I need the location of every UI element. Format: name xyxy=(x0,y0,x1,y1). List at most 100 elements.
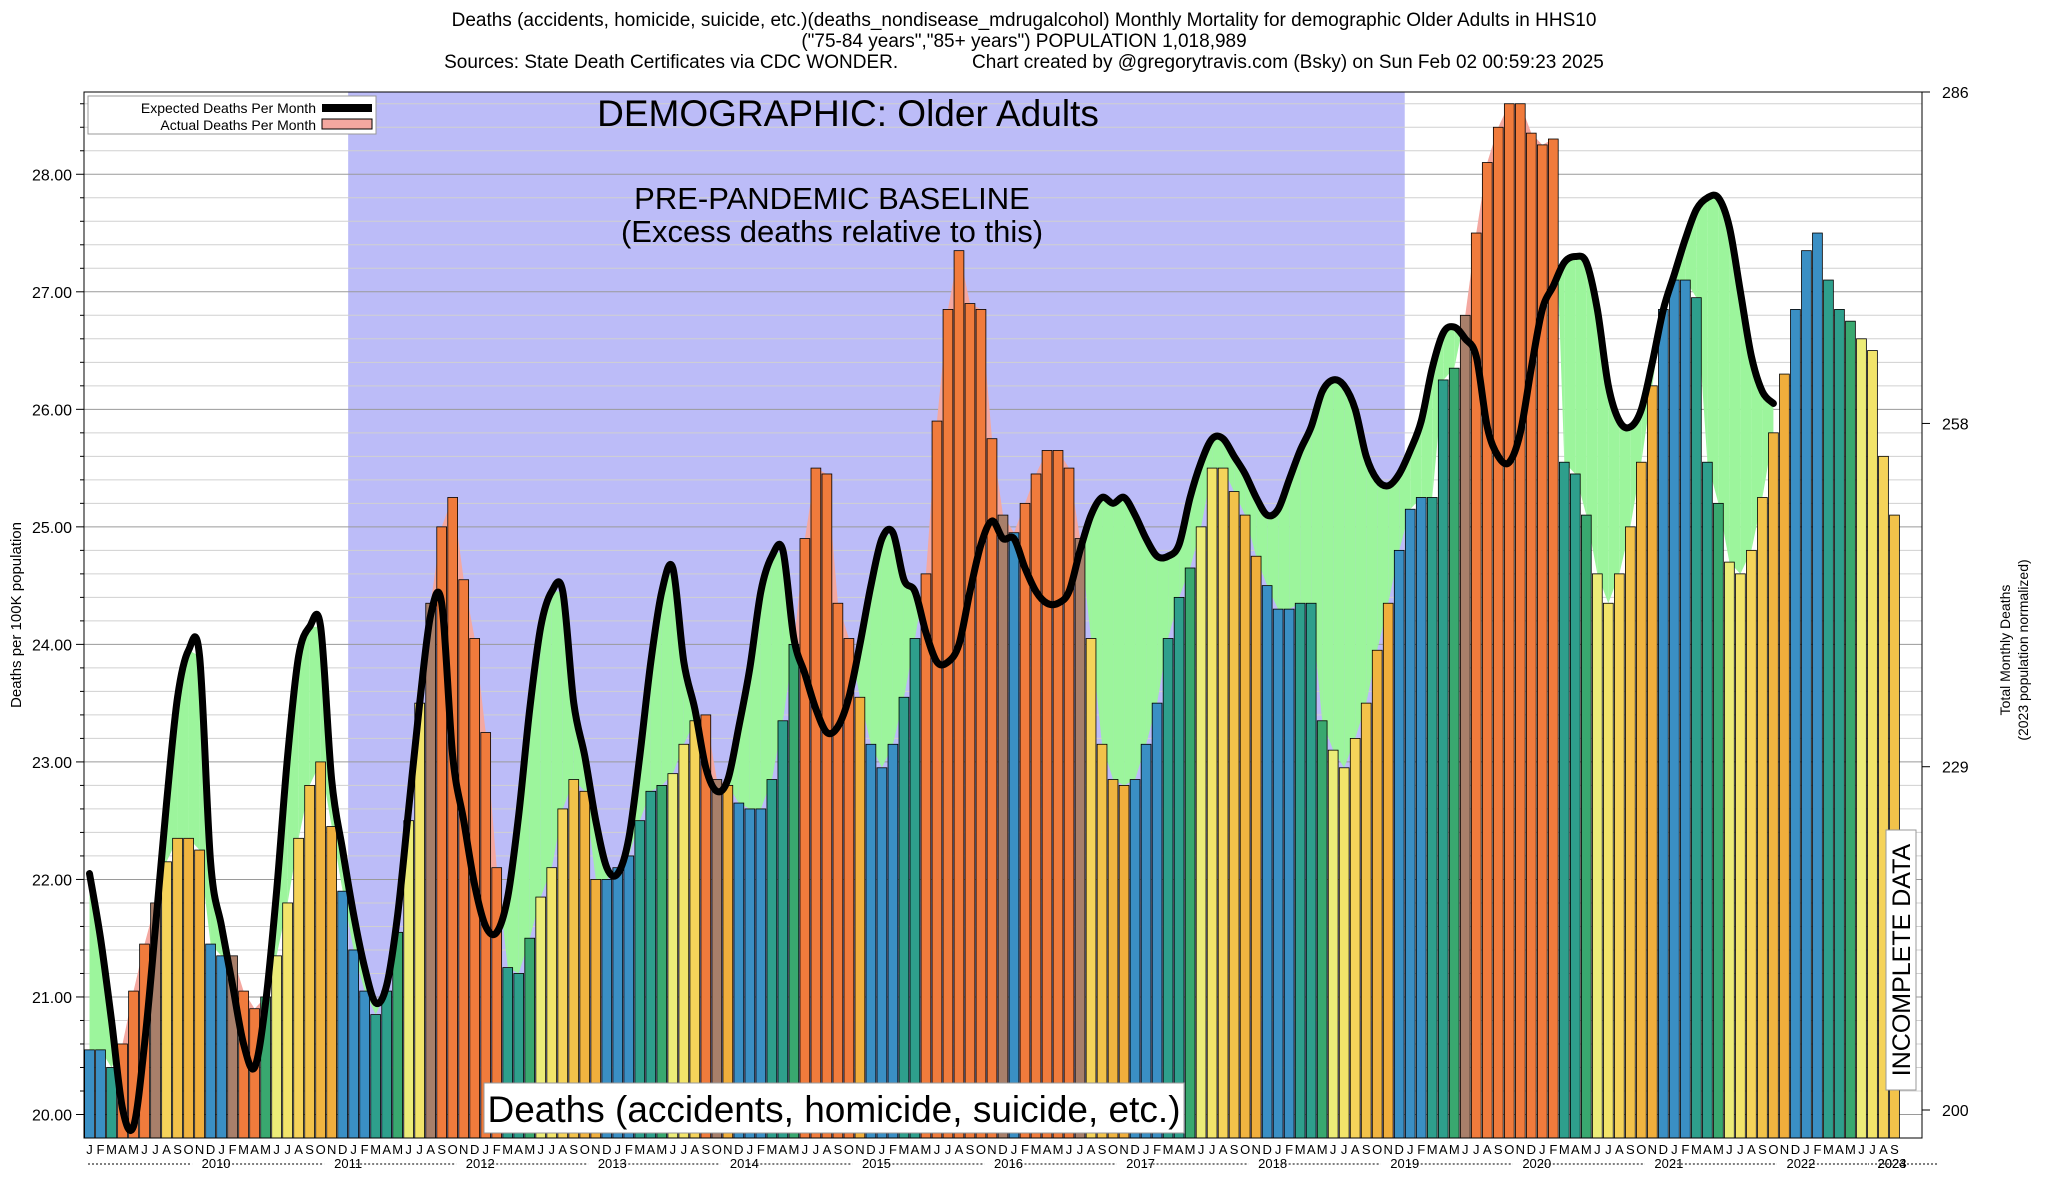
chart-title: Deaths (accidents, homicide, suicide, et… xyxy=(451,10,1597,31)
bar-actual-deaths xyxy=(898,696,910,1138)
deficit-fill xyxy=(650,591,662,792)
deficit-fill xyxy=(1729,227,1741,574)
deficit-fill xyxy=(1113,497,1125,786)
x-month-label: A xyxy=(294,1142,303,1157)
bar-actual-deaths xyxy=(1669,279,1680,1138)
x-month-label: J xyxy=(1462,1142,1469,1157)
x-month-label: M xyxy=(766,1142,777,1157)
deficit-fill xyxy=(1355,409,1367,739)
bar-actual-deaths xyxy=(1757,497,1768,1138)
x-month-label: S xyxy=(437,1142,446,1157)
x-month-label: J xyxy=(86,1142,93,1157)
x-month-label: O xyxy=(448,1142,458,1157)
bar-actual-deaths xyxy=(1823,279,1834,1138)
x-month-label: J xyxy=(1539,1142,1546,1157)
bar-actual-deaths xyxy=(1525,132,1537,1138)
x-month-label: S xyxy=(1362,1142,1371,1157)
x-year-label: 2020 xyxy=(1522,1156,1551,1171)
deficit-fill xyxy=(1344,385,1356,768)
bar-actual-deaths xyxy=(1371,649,1383,1138)
x-month-label: S xyxy=(1494,1142,1503,1157)
bar-actual-deaths xyxy=(799,538,811,1138)
bar-actual-deaths xyxy=(216,955,227,1138)
x-month-label: N xyxy=(195,1142,204,1157)
x-month-label: F xyxy=(1549,1142,1557,1157)
x-month-label: J xyxy=(218,1142,225,1157)
x-year-label: 2015 xyxy=(862,1156,891,1171)
x-year-label: 2021 xyxy=(1654,1156,1683,1171)
x-month-label: M xyxy=(238,1142,249,1157)
x-month-label: D xyxy=(998,1142,1007,1157)
deficit-fill xyxy=(1586,262,1598,574)
x-month-label: J xyxy=(681,1142,688,1157)
bar-actual-deaths xyxy=(1625,526,1636,1138)
legend-label-expected: Expected Deaths Per Month xyxy=(141,100,316,116)
bar-actual-deaths xyxy=(876,767,888,1138)
deficit-fill xyxy=(1608,385,1620,604)
deficit-fill xyxy=(1432,332,1444,498)
x-month-label: M xyxy=(921,1142,932,1157)
x-month-label: J xyxy=(284,1142,291,1157)
deficit-fill xyxy=(1267,509,1279,610)
bar-actual-deaths xyxy=(1735,573,1746,1138)
x-month-label: O xyxy=(580,1142,590,1157)
x-month-label: N xyxy=(1648,1142,1657,1157)
x-year-label: 2010 xyxy=(202,1156,231,1171)
x-month-label: A xyxy=(558,1142,567,1157)
x-month-label: J xyxy=(670,1142,677,1157)
bar-actual-deaths xyxy=(810,467,822,1138)
x-month-label: A xyxy=(1835,1142,1844,1157)
bar-actual-deaths xyxy=(1338,767,1350,1138)
bar-actual-deaths xyxy=(1437,379,1449,1138)
legend-swatch-expected xyxy=(322,104,372,112)
bar-actual-deaths xyxy=(1514,103,1526,1138)
bar-actual-deaths xyxy=(1581,514,1592,1138)
x-month-label: O xyxy=(316,1142,326,1157)
x-month-label: J xyxy=(141,1142,148,1157)
x-month-label: O xyxy=(712,1142,722,1157)
chart-header: Deaths (accidents, homicide, suicide, et… xyxy=(0,10,2048,73)
deficit-fill xyxy=(1124,497,1136,786)
deficit-fill xyxy=(1575,256,1587,516)
deficit-fill xyxy=(1388,473,1400,604)
bar-actual-deaths xyxy=(1327,749,1339,1138)
bar-actual-deaths xyxy=(84,1049,95,1138)
x-month-label: M xyxy=(1845,1142,1856,1157)
bar-actual-deaths xyxy=(1680,279,1691,1138)
x-month-label: J xyxy=(1473,1142,1480,1157)
bar-actual-deaths xyxy=(1217,467,1229,1138)
bar-actual-deaths xyxy=(337,890,348,1138)
legend: Expected Deaths Per Month Actual Deaths … xyxy=(87,95,377,135)
bar-actual-deaths xyxy=(1481,162,1493,1138)
bar-actual-deaths xyxy=(1261,585,1273,1138)
deficit-fill xyxy=(551,591,563,868)
bar-actual-deaths xyxy=(975,309,987,1138)
bar-actual-deaths xyxy=(1316,720,1328,1138)
x-month-label: D xyxy=(866,1142,875,1157)
bar-actual-deaths xyxy=(436,526,447,1138)
x-month-label: M xyxy=(1031,1142,1042,1157)
deficit-fill xyxy=(309,626,321,786)
deficit-fill xyxy=(1278,479,1290,610)
y2-tick-label: 229 xyxy=(1942,760,1969,777)
x-month-label: A xyxy=(779,1142,788,1157)
deficit-fill xyxy=(540,591,552,898)
bar-actual-deaths xyxy=(1294,602,1306,1138)
x-month-label: S xyxy=(1626,1142,1635,1157)
x-year-label: 2014 xyxy=(730,1156,759,1171)
bar-actual-deaths xyxy=(942,309,954,1138)
bar-actual-deaths xyxy=(986,438,998,1138)
bar-actual-deaths xyxy=(920,573,932,1138)
x-month-label: J xyxy=(945,1142,952,1157)
deficit-fill xyxy=(1102,497,1114,780)
bar-actual-deaths xyxy=(1779,373,1790,1138)
x-month-label: M xyxy=(1713,1142,1724,1157)
y2-axis-title-line2: (2023 population normalized) xyxy=(2015,559,2031,740)
x-month-label: A xyxy=(426,1142,435,1157)
bar-actual-deaths xyxy=(1426,497,1438,1138)
x-month-label: S xyxy=(305,1142,314,1157)
x-month-label: O xyxy=(1240,1142,1250,1157)
x-month-label: A xyxy=(1351,1142,1360,1157)
deficit-fill xyxy=(1135,515,1147,780)
deficit-fill xyxy=(1410,421,1422,510)
